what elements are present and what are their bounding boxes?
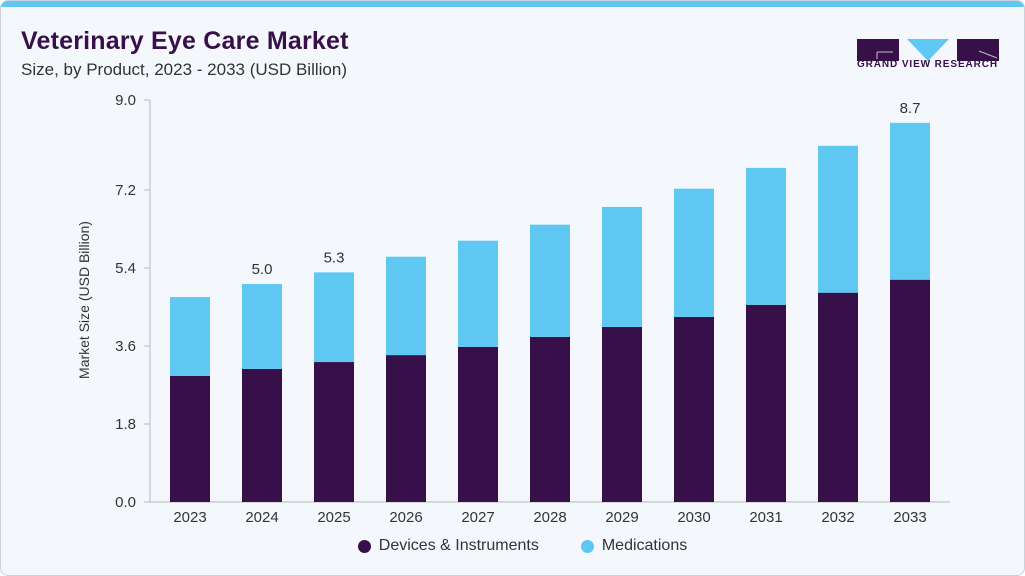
bar-devices-2028 xyxy=(530,336,570,502)
x-tick-label: 2025 xyxy=(317,509,350,526)
y-tick-label: 3.6 xyxy=(115,338,136,355)
x-tick-label: 2026 xyxy=(389,509,422,526)
bar-devices-2023 xyxy=(170,375,210,502)
data-label-2024: 5.0 xyxy=(252,261,273,278)
bar-medications-2023 xyxy=(170,297,210,376)
grand-view-research-logo xyxy=(857,39,999,61)
bar-devices-2032 xyxy=(818,292,858,502)
bar-devices-2031 xyxy=(746,304,786,502)
y-tick-label: 0.0 xyxy=(115,494,136,511)
x-tick-label: 2029 xyxy=(605,509,638,526)
data-label-2025: 5.3 xyxy=(324,249,345,266)
chart-subtitle: Size, by Product, 2023 - 2033 (USD Billi… xyxy=(21,60,347,79)
legend-swatch-devices xyxy=(357,539,371,553)
y-tick-label: 5.4 xyxy=(115,260,136,277)
bar-medications-2033 xyxy=(890,122,930,280)
bar-medications-2029 xyxy=(602,206,642,327)
bar-medications-2025 xyxy=(314,272,354,363)
bar-medications-2030 xyxy=(674,188,714,317)
bar-medications-2024 xyxy=(242,284,282,369)
bar-devices-2033 xyxy=(890,279,930,502)
bar-devices-2024 xyxy=(242,368,282,502)
data-label-2033: 8.7 xyxy=(900,100,921,117)
bar-medications-2026 xyxy=(386,256,426,356)
bar-devices-2026 xyxy=(386,355,426,502)
bar-medications-2032 xyxy=(818,145,858,293)
bar-medications-2031 xyxy=(746,167,786,305)
y-tick-label: 1.8 xyxy=(115,416,136,433)
x-tick-label: 2031 xyxy=(749,509,782,526)
logo-text: GRAND VIEW RESEARCH xyxy=(857,59,998,70)
chart-title: Veterinary Eye Care Market xyxy=(21,27,349,55)
bar-devices-2027 xyxy=(458,346,498,502)
bar-devices-2029 xyxy=(602,326,642,502)
y-tick-label: 9.0 xyxy=(115,92,136,109)
legend-swatch-medications xyxy=(580,539,594,553)
x-tick-label: 2028 xyxy=(533,509,566,526)
x-tick-label: 2027 xyxy=(461,509,494,526)
legend-label-medications: Medications xyxy=(601,537,688,554)
x-tick-label: 2033 xyxy=(893,509,926,526)
x-tick-label: 2023 xyxy=(173,509,206,526)
bar-devices-2030 xyxy=(674,316,714,502)
bar-medications-2028 xyxy=(530,224,570,337)
legend-item-devices: Devices & Instruments xyxy=(357,537,539,555)
legend-label-devices: Devices & Instruments xyxy=(378,537,539,554)
accent-bar xyxy=(1,1,1024,7)
x-tick-label: 2024 xyxy=(245,509,278,526)
bar-devices-2025 xyxy=(314,362,354,502)
x-tick-label: 2030 xyxy=(677,509,710,526)
y-axis-label: Market Size (USD Billion) xyxy=(76,221,92,379)
bar-medications-2027 xyxy=(458,240,498,347)
legend: Devices & Instruments Medications xyxy=(0,537,1025,555)
y-tick-label: 7.2 xyxy=(115,182,136,199)
x-tick-label: 2032 xyxy=(821,509,854,526)
legend-item-medications: Medications xyxy=(580,537,688,555)
